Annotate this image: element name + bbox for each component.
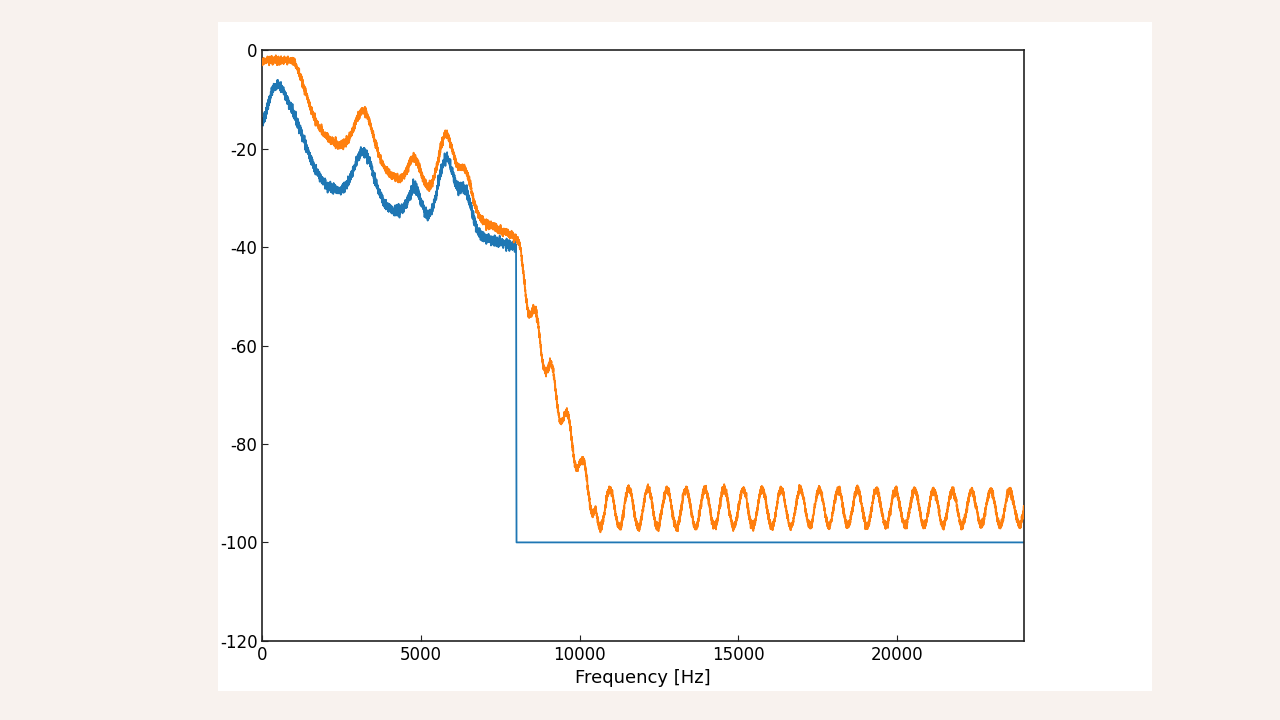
X-axis label: Frequency [Hz]: Frequency [Hz] (576, 669, 710, 687)
